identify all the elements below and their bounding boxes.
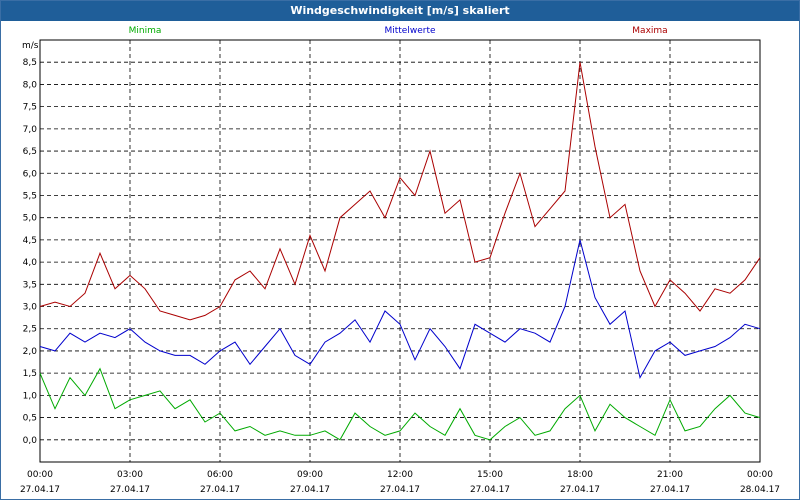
x-tick-time: 03:00 — [117, 470, 143, 480]
legend-minima: Minima — [129, 26, 162, 36]
y-tick-label: 3,0 — [23, 303, 38, 313]
y-tick-label: 8,5 — [23, 58, 37, 68]
y-tick-label: 4,0 — [23, 258, 38, 268]
x-tick-date: 27.04.17 — [380, 485, 420, 495]
y-tick-label: 2,5 — [23, 325, 37, 335]
y-tick-label: 1,0 — [23, 391, 38, 401]
legend-mittelwerte: Mittelwerte — [384, 26, 435, 36]
x-tick-time: 21:00 — [657, 470, 683, 480]
x-tick-date: 27.04.17 — [110, 485, 150, 495]
x-tick-date: 27.04.17 — [20, 485, 60, 495]
x-tick-date: 28.04.17 — [740, 485, 780, 495]
y-tick-label: 3,5 — [23, 280, 37, 290]
y-tick-label: 4,5 — [23, 236, 37, 246]
x-tick-time: 15:00 — [477, 470, 503, 480]
x-tick-time: 06:00 — [207, 470, 233, 480]
x-tick-date: 27.04.17 — [290, 485, 330, 495]
series-line-maxima — [39, 62, 761, 321]
y-tick-label: 7,0 — [23, 125, 38, 135]
x-tick-date: 27.04.17 — [200, 485, 240, 495]
chart-title: Windgeschwindigkeit [m/s] skaliert — [1, 1, 799, 21]
y-tick-label: 2,0 — [23, 347, 38, 357]
y-axis-ticks: 0,0 0,5 1,0 1,5 2,0 2,5 3,0 3,5 4,0 4,5 5,0 5,5 6,0 6… — [23, 58, 38, 446]
y-tick-label: 5,5 — [23, 191, 37, 201]
legend-maxima: Maxima — [632, 26, 667, 36]
series-line-mittelwerte — [39, 239, 761, 379]
x-tick-time: 12:00 — [387, 470, 413, 480]
y-tick-label: 5,0 — [23, 214, 38, 224]
x-tick-date: 27.04.17 — [560, 485, 600, 495]
x-axis-ticks: 00:00 27.04.17 03:00 27.04.17 06:00 27.04.17 0… — [20, 470, 780, 495]
x-tick-time: 18:00 — [567, 470, 593, 480]
series-lines — [39, 62, 761, 441]
x-tick-date: 27.04.17 — [650, 485, 690, 495]
y-tick-label: 8,0 — [23, 80, 38, 90]
legend: Minima Mittelwerte Maxima — [129, 26, 668, 36]
x-tick-date: 27.04.17 — [470, 485, 510, 495]
y-tick-label: 7,5 — [23, 103, 37, 113]
y-tick-label: 0,5 — [23, 414, 37, 424]
y-axis-unit: m/s — [22, 41, 39, 51]
x-tick-time: 00:00 — [747, 470, 773, 480]
y-tick-label: 1,5 — [23, 369, 37, 379]
y-tick-label: 6,0 — [23, 169, 38, 179]
grid — [39, 39, 761, 463]
x-tick-time: 09:00 — [297, 470, 323, 480]
y-tick-label: 6,5 — [23, 147, 37, 157]
series-line-minima — [39, 367, 761, 441]
x-tick-time: 00:00 — [27, 470, 53, 480]
y-tick-label: 0,0 — [23, 436, 38, 446]
